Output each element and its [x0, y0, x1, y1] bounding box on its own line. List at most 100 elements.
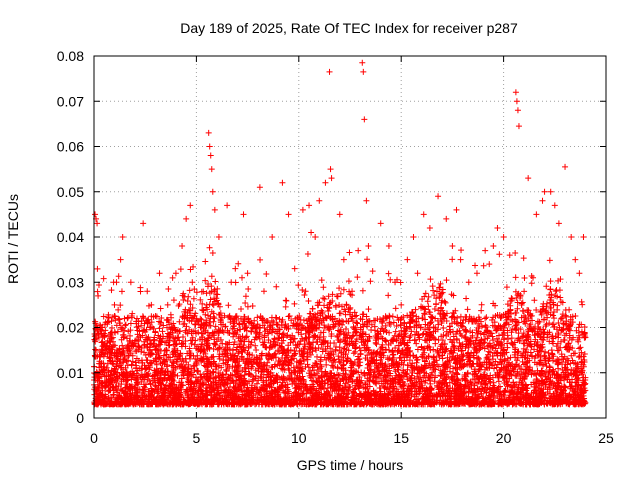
- data-point: [191, 286, 198, 293]
- data-point: [122, 384, 129, 391]
- data-point: [193, 289, 200, 296]
- data-point: [306, 370, 313, 377]
- data-point: [276, 326, 283, 333]
- data-point: [191, 321, 198, 328]
- data-point: [460, 385, 467, 392]
- data-point: [538, 311, 545, 318]
- data-point: [199, 300, 206, 307]
- data-point: [567, 360, 574, 367]
- data-point: [230, 378, 237, 385]
- data-point: [489, 333, 496, 340]
- data-point: [240, 344, 247, 351]
- data-point: [558, 371, 565, 378]
- data-point: [100, 275, 107, 282]
- data-point: [480, 397, 487, 404]
- data-point: [484, 343, 491, 350]
- data-point: [463, 295, 470, 302]
- data-point: [323, 361, 330, 368]
- data-point: [578, 298, 585, 305]
- data-point: [252, 367, 259, 374]
- data-point: [461, 334, 468, 341]
- data-point: [235, 260, 242, 267]
- data-point: [328, 330, 335, 337]
- data-point: [311, 311, 318, 318]
- data-point: [458, 247, 465, 254]
- data-point: [540, 329, 547, 336]
- data-point: [318, 307, 325, 314]
- data-point: [207, 315, 214, 322]
- data-point: [155, 341, 162, 348]
- data-point: [449, 256, 456, 263]
- data-point: [559, 315, 566, 322]
- data-point: [298, 384, 305, 391]
- data-point: [360, 401, 367, 408]
- data-point: [407, 377, 414, 384]
- data-point: [542, 348, 549, 355]
- data-point: [212, 363, 219, 370]
- data-point: [490, 314, 497, 321]
- data-point: [190, 315, 197, 322]
- data-point: [554, 293, 561, 300]
- data-point: [446, 368, 453, 375]
- data-point: [362, 355, 369, 362]
- data-point: [254, 314, 261, 321]
- data-point: [484, 394, 491, 401]
- data-point: [433, 288, 440, 295]
- data-point: [284, 332, 291, 339]
- data-point: [273, 315, 280, 322]
- data-point: [177, 383, 184, 390]
- data-point: [467, 380, 474, 387]
- data-point: [202, 277, 209, 284]
- data-point: [238, 305, 245, 312]
- data-point: [432, 340, 439, 347]
- data-point: [154, 390, 161, 397]
- data-point: [350, 350, 357, 357]
- data-point: [426, 344, 433, 351]
- data-point: [127, 390, 134, 397]
- data-point: [202, 258, 209, 265]
- data-point: [190, 383, 197, 390]
- data-point: [279, 331, 286, 338]
- data-point: [257, 256, 264, 263]
- data-point: [554, 347, 561, 354]
- data-point: [168, 325, 175, 332]
- data-point: [544, 329, 551, 336]
- data-point: [211, 286, 218, 293]
- data-point: [364, 375, 371, 382]
- data-point: [370, 317, 377, 324]
- data-point: [335, 382, 342, 389]
- data-point: [180, 290, 187, 297]
- data-point: [496, 251, 503, 258]
- data-point: [386, 329, 393, 336]
- data-point: [559, 356, 566, 363]
- data-point: [210, 345, 217, 352]
- data-point: [438, 333, 445, 340]
- data-point: [299, 287, 306, 294]
- data-point: [431, 305, 438, 312]
- data-point: [229, 363, 236, 370]
- data-point: [413, 340, 420, 347]
- data-point: [451, 345, 458, 352]
- data-point: [473, 379, 480, 386]
- data-point: [504, 332, 511, 339]
- data-point: [389, 348, 396, 355]
- data-point: [95, 281, 102, 288]
- data-point: [448, 314, 455, 321]
- data-point: [578, 328, 585, 335]
- data-point: [182, 368, 189, 375]
- data-point: [361, 347, 368, 354]
- data-point: [304, 250, 311, 257]
- data-point: [415, 332, 422, 339]
- data-point: [175, 302, 182, 309]
- data-point: [533, 307, 540, 314]
- data-point: [210, 359, 217, 366]
- data-point: [423, 370, 430, 377]
- data-point: [390, 319, 397, 326]
- data-point: [478, 323, 485, 330]
- data-point: [443, 310, 450, 317]
- data-point: [516, 338, 523, 345]
- data-point: [354, 274, 361, 281]
- data-point: [452, 369, 459, 376]
- data-point: [547, 374, 554, 381]
